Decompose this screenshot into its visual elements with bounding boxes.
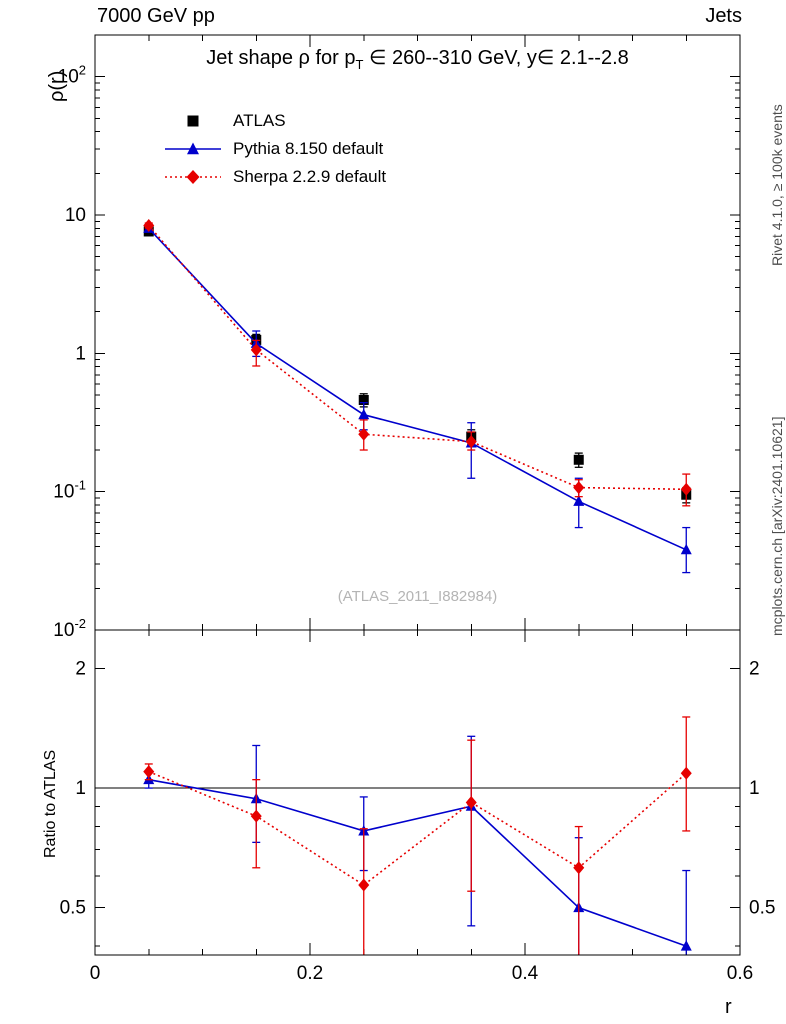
x-ticks [94, 630, 741, 955]
ratio-panel-frame [94, 629, 741, 956]
plot-title: Jet shape ρ for pT ∈ 260--310 GeV, y∈ 2.… [95, 45, 740, 72]
y-ticks [95, 667, 740, 947]
legend: ATLAS Pythia 8.150 default Sherpa 2.2.9 … [163, 107, 386, 191]
sherpa-diamond-marker-icon [165, 170, 221, 184]
axis-tick-labels: 10-2 10-1 1 10 102 0.5 0.5 1 1 2 2 0 0.2 0.4 0.6 [53, 63, 775, 984]
svg-text:1: 1 [749, 778, 760, 799]
svg-text:0.5: 0.5 [60, 898, 86, 919]
y-ticks [95, 76, 740, 631]
legend-label-atlas: ATLAS [233, 111, 286, 130]
legend-square [187, 115, 199, 127]
svg-text:0: 0 [90, 963, 101, 984]
svg-text:1: 1 [75, 778, 86, 799]
series-sherpa-2-2-9-default [143, 218, 692, 507]
svg-text:0.5: 0.5 [749, 898, 775, 919]
plot-title-part1: Jet shape ρ for p [206, 47, 356, 69]
legend-item-pythia: Pythia 8.150 default [163, 135, 386, 163]
legend-diamond [186, 170, 200, 184]
legend-item-atlas: ATLAS [163, 107, 386, 135]
series-sherpa-2-2-9-default [143, 716, 692, 955]
beam-energy-title: 7000 GeV pp [97, 5, 215, 27]
mcplots-reference-note: mcplots.cern.ch [arXiv:2401.10621] [769, 416, 785, 636]
series-pythia-8-150-default [143, 735, 692, 955]
legend-item-sherpa: Sherpa 2.2.9 default [163, 163, 386, 191]
svg-text:0.2: 0.2 [297, 963, 323, 984]
analysis-category-title: Jets [705, 5, 742, 27]
plot-title-part2: ∈ 260--310 GeV, y∈ 2.1--2.8 [363, 47, 629, 69]
atlas-square-marker-icon [187, 115, 199, 127]
x-axis-label: r [725, 996, 732, 1018]
series-atlas [143, 226, 692, 504]
svg-text:2: 2 [75, 658, 86, 679]
svg-text:10-1: 10-1 [53, 478, 86, 503]
ratio-y-axis-label: Ratio to ATLAS [42, 749, 59, 858]
series-pythia-8-150-default [143, 222, 692, 574]
svg-text:1: 1 [75, 343, 86, 364]
svg-text:102: 102 [58, 63, 86, 88]
analysis-id-watermark: (ATLAS_2011_I882984) [337, 588, 498, 605]
rivet-version-note: Rivet 4.1.0, ≥ 100k events [769, 104, 785, 266]
legend-label-sherpa: Sherpa 2.2.9 default [233, 167, 387, 186]
plot-title-subscript: T [355, 57, 364, 72]
svg-text:10-2: 10-2 [53, 616, 86, 641]
svg-text:0.4: 0.4 [512, 963, 539, 984]
main-y-axis-label: ρ(r) [46, 70, 68, 102]
pythia-triangle-marker-icon [165, 142, 221, 155]
svg-text:2: 2 [749, 658, 760, 679]
legend-label-pythia: Pythia 8.150 default [233, 139, 384, 158]
svg-text:0.6: 0.6 [727, 963, 753, 984]
legend-triangle [187, 142, 199, 155]
svg-text:10: 10 [65, 205, 86, 226]
